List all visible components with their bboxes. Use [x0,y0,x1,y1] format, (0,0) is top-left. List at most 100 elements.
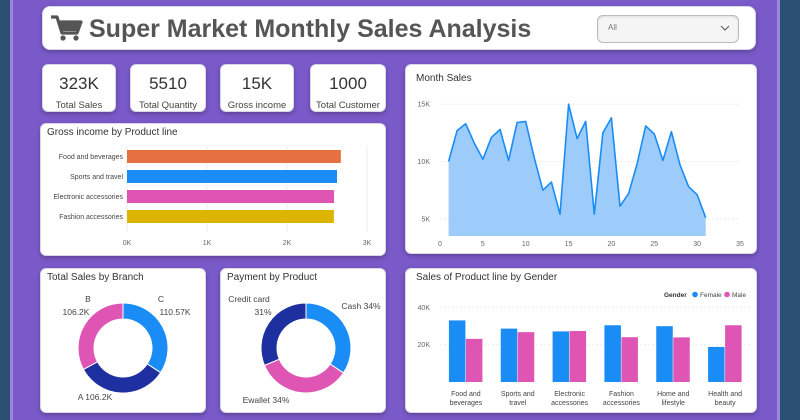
bar [656,326,673,382]
y-tick-label: 20K [418,342,431,349]
chart-title: Gross income by Product line [47,127,178,138]
bar [127,170,337,183]
x-tick-label: 5 [481,241,485,248]
gender-sales-card: Sales of Product line by Gender 20K 40K Fo… [405,268,757,413]
bar [725,325,742,382]
bar [673,337,690,382]
payment-card: Payment by Product Credit card 31% Cash 34… [220,268,386,413]
category-label: beauty [715,400,737,407]
x-tick-label: 10 [522,241,530,248]
category-label: Electronic [554,391,585,398]
category-label: Food and [451,391,481,398]
bar [448,320,466,382]
legend-marker [724,291,730,298]
slice-label: Credit card [228,294,270,304]
kpi-total-quantity: 5510 Total Quantity [130,64,206,112]
donut-slice [77,302,124,371]
y-tick-label: 5K [421,216,430,223]
bar [500,328,518,382]
payment-chart: Credit card 31% Cash 34% Ewallet 34% [228,294,381,405]
category-label: Health and [708,391,742,398]
bar [552,331,570,382]
category-label: lifestyle [662,400,685,407]
slice-label: Cash 34% [341,301,381,311]
bar [127,150,341,163]
legend-label: Female [700,292,722,299]
bar [621,337,638,382]
bar [604,325,621,382]
branch-sales-card: Total Sales by Branch B 106.2K C 110.57K A 1… [40,268,206,413]
month-sales-chart: 5K 10K 15K 0 5 10 15 20 25 30 35 [418,102,744,248]
area-fill [448,104,706,236]
chevron-down-icon [720,25,730,31]
slice-label: 106.2K [63,307,90,317]
x-tick-label: 25 [650,241,658,248]
kpi-value: 323K [59,74,99,93]
category-label: accessories [551,400,588,407]
kpi-gross-income: 15K Gross income [220,64,294,112]
x-tick-label: 0K [123,240,132,247]
kpi-value: 5510 [149,74,187,93]
x-tick-label: 3K [363,240,372,247]
x-tick-label: 30 [693,241,701,248]
category-label: Electronic accessories [53,194,123,201]
month-sales-card: Month Sales 5K 10K 15K 0 5 10 15 20 25 30 35 [405,64,757,254]
chart-title: Total Sales by Branch [47,272,144,283]
category-label: Home and [657,391,689,398]
gross-income-card: Gross income by Product line 0K 1K 2K 3K Foo… [40,123,386,256]
kpi-value: 1000 [329,74,367,93]
category-label: accessories [603,400,640,407]
title-bar: Super Market Monthly Sales Analysis All [42,6,756,50]
x-tick-label: 0 [438,241,442,248]
bar [465,338,483,382]
kpi-total-customer: 1000 Total Customer [310,64,386,112]
y-tick-label: 15K [418,102,431,109]
gender-sales-chart: 20K 40K Food and beverages Sports and travel E… [418,291,751,407]
category-label: Food and beverages [59,154,124,161]
slice-label: 110.57K [159,307,190,317]
legend-marker [692,291,698,298]
category-label: beverages [450,400,483,407]
slice-label: 31% [254,307,271,317]
filter-value: All [608,23,617,32]
x-tick-label: 20 [608,241,616,248]
shopping-cart-icon [51,15,83,41]
x-tick-label: 35 [736,241,744,248]
y-tick-label: 40K [418,305,431,312]
donut-slice [82,361,162,394]
bar [127,190,335,203]
bar [127,210,334,223]
category-label: Fashion [609,391,634,398]
series-line [447,103,707,218]
kpi-total-sales: 323K Total Sales [42,64,116,112]
bar [517,332,535,382]
category-label: Fashion accessories [59,214,123,221]
kpi-label: Total Sales [55,100,103,111]
gross-income-chart: 0K 1K 2K 3K Food and beverages Sports and tra… [53,146,372,247]
page-title: Super Market Monthly Sales Analysis [89,15,532,43]
bar [569,331,587,382]
branch-sales-chart: B 106.2K C 110.57K A 106.2K [63,294,191,402]
x-tick-label: 1K [203,240,212,247]
donut-slice [260,302,307,367]
legend-label: Male [732,292,746,299]
slice-label: Ewallet 34% [243,395,290,405]
category-label: Sports and travel [70,174,123,181]
x-tick-label: 2K [283,240,292,247]
chart-title: Payment by Product [227,272,318,283]
slice-label: B [85,294,91,304]
category-label: Sports and [501,391,535,398]
legend-title: Gender [664,292,687,299]
bar [708,346,725,382]
category-label: travel [509,400,527,407]
y-tick-label: 10K [418,159,431,166]
kpi-label: Gross income [227,100,287,111]
kpi-label: Total Customer [316,100,380,111]
x-tick-label: 15 [565,241,573,248]
filter-dropdown[interactable]: All [597,15,739,43]
slice-label: C [158,294,164,304]
chart-title: Sales of Product line by Gender [416,272,558,283]
slice-label: A 106.2K [78,392,113,402]
donut-slice [305,302,352,374]
kpi-value: 15K [241,74,273,93]
